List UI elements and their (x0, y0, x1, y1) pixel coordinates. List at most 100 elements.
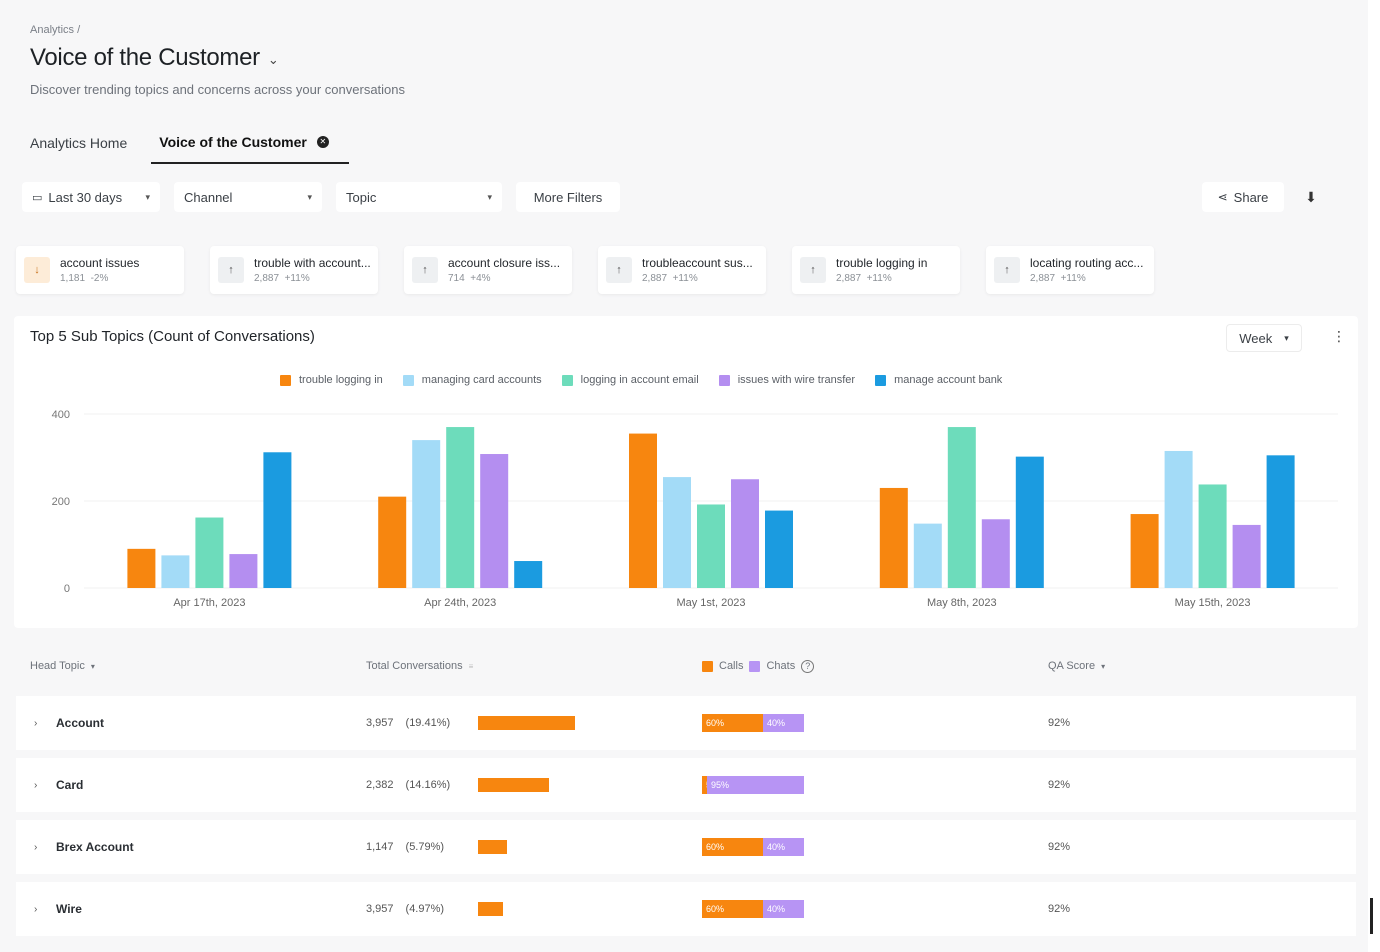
legend-item[interactable]: trouble logging in (280, 374, 383, 386)
table-row[interactable]: › Wire 3,957 (4.97%) 60% 40% 92% (16, 882, 1356, 936)
share-button[interactable]: ⋖ Share (1202, 182, 1284, 212)
volume-bar (478, 758, 549, 812)
bar-chart: 0 200 400 Apr 17th, 2023 Apr 24th, 2023 May 1… (52, 409, 1338, 609)
head-topic-column-header[interactable]: Head Topic ▾ (30, 660, 95, 672)
close-tab-icon[interactable]: ✕ (316, 136, 329, 148)
bar[interactable] (378, 496, 407, 588)
conversation-share: (19.41%) (405, 717, 451, 729)
legend-swatch (280, 374, 291, 386)
breadcrumb[interactable]: Analytics / (30, 24, 81, 36)
topic-card-change: +11% (1060, 273, 1086, 284)
expand-chevron-icon[interactable]: › (34, 841, 38, 853)
topic-card-count: 1,181 (60, 273, 86, 284)
qa-score-column-header[interactable]: QA Score ▾ (1048, 660, 1105, 672)
bar[interactable] (879, 487, 908, 588)
volume-bar-fill (478, 840, 507, 854)
topic-card[interactable]: ↑ locating routing acc... 2,887 +11% (986, 246, 1154, 294)
bar[interactable] (1232, 524, 1261, 588)
topic-filter[interactable]: Topic ▾ (336, 182, 502, 212)
total-conversations-cell: 2,382 (14.16%) (366, 758, 450, 812)
bar[interactable] (480, 454, 509, 588)
legend-label: trouble logging in (299, 374, 383, 386)
bar[interactable] (629, 433, 657, 588)
topic-card[interactable]: ↓ account issues 1,181 -2% (16, 246, 184, 294)
volume-bar (478, 696, 575, 750)
chats-share: 40% (763, 900, 804, 918)
bar[interactable] (1266, 455, 1295, 588)
table-body: › Account 3,957 (19.41%) 60% 40% 92% › Card 2,382… (16, 696, 1356, 936)
tab-voice-of-the-customer[interactable]: Voice of the Customer ✕ (151, 128, 349, 164)
legend-item[interactable]: managing card accounts (402, 374, 542, 386)
expand-chevron-icon[interactable]: › (34, 903, 38, 915)
bar[interactable] (229, 554, 258, 588)
chats-share: 40% (763, 714, 804, 732)
share-icon: ⋖ (1217, 190, 1228, 204)
more-options-icon[interactable]: ⋮ (1332, 328, 1346, 344)
legend-item[interactable]: logging in account email (561, 374, 699, 386)
volume-bar (478, 820, 507, 874)
table-row[interactable]: › Card 2,382 (14.16%) 5%95% 92% (16, 758, 1356, 812)
period-select[interactable]: Week ▾ (1226, 324, 1302, 352)
bar[interactable] (1015, 456, 1044, 588)
bar[interactable] (1130, 514, 1159, 588)
topic-card[interactable]: ↑ troubleaccount sus... 2,887 +11% (598, 246, 766, 294)
bar[interactable] (731, 479, 759, 588)
topic-card[interactable]: ↑ trouble logging in 2,887 +11% (792, 246, 960, 294)
legend-label: managing card accounts (421, 374, 542, 386)
bar[interactable] (1198, 484, 1227, 588)
bar[interactable] (412, 440, 441, 588)
bar[interactable] (981, 519, 1010, 588)
bar[interactable] (161, 555, 190, 588)
topic-card-name: troubleaccount sus... (642, 256, 753, 270)
filter-bar: ▭ Last 30 days ▾ Channel ▾ Topic ▾ More … (22, 182, 620, 212)
topic-label: Topic (346, 189, 377, 205)
table-row[interactable]: › Account 3,957 (19.41%) 60% 40% 92% (16, 696, 1356, 750)
help-icon[interactable]: ? (801, 659, 815, 673)
x-tick-label: May 15th, 2023 (1175, 597, 1251, 609)
chevron-down-icon: ▾ (1284, 332, 1289, 343)
tab-analytics-home[interactable]: Analytics Home (30, 128, 127, 164)
total-conversations-column-header[interactable]: Total Conversations ≡ (366, 660, 473, 672)
conversation-count: 3,957 (366, 717, 394, 729)
bar[interactable] (263, 452, 292, 588)
bar[interactable] (195, 517, 224, 588)
head-topic-name: Wire (56, 902, 82, 916)
volume-bar-fill (478, 902, 503, 916)
expand-chevron-icon[interactable]: › (34, 779, 38, 791)
conversation-share: (14.16%) (405, 779, 451, 791)
download-button[interactable]: ⬇ (1296, 182, 1326, 212)
bar[interactable] (765, 510, 793, 588)
qa-score: 92% (1048, 717, 1071, 729)
date-range-filter[interactable]: ▭ Last 30 days ▾ (22, 182, 160, 212)
more-filters-button[interactable]: More Filters (516, 182, 620, 212)
topic-card[interactable]: ↑ trouble with account... 2,887 +11% (210, 246, 378, 294)
share-label: Share (1233, 189, 1269, 205)
bar[interactable] (913, 523, 942, 588)
expand-chevron-icon[interactable]: › (34, 717, 38, 729)
topic-card[interactable]: ↑ account closure iss... 714 +4% (404, 246, 572, 294)
calls-share: 60% (702, 714, 763, 732)
page-title-dropdown[interactable]: Voice of the Customer ⌄ (30, 44, 279, 72)
subtopics-chart-panel: Top 5 Sub Topics (Count of Conversations… (14, 316, 1358, 628)
channel-filter[interactable]: Channel ▾ (174, 182, 322, 212)
legend-item[interactable]: issues with wire transfer (718, 374, 855, 386)
head-topic-table: Head Topic ▾ Total Conversations ≡ Calls… (16, 644, 1356, 936)
volume-bar (478, 882, 503, 936)
bar[interactable] (697, 504, 725, 588)
qa-score: 92% (1048, 841, 1071, 853)
legend-item[interactable]: manage account bank (875, 374, 1002, 386)
column-label: QA Score (1048, 660, 1096, 672)
topic-card-count: 2,887 (642, 273, 668, 284)
bar[interactable] (1164, 450, 1193, 588)
bar[interactable] (947, 427, 976, 588)
table-row[interactable]: › Brex Account 1,147 (5.79%) 60% 40% 92% (16, 820, 1356, 874)
arrow-up-icon: ↑ (800, 257, 826, 283)
topic-card-change: +11% (672, 273, 698, 284)
arrow-up-icon: ↑ (994, 257, 1020, 283)
bar[interactable] (127, 548, 156, 588)
bar[interactable] (514, 561, 543, 588)
chart-legend: trouble logging in managing card account… (280, 374, 1002, 386)
bar[interactable] (663, 477, 691, 588)
bar[interactable] (446, 427, 475, 588)
